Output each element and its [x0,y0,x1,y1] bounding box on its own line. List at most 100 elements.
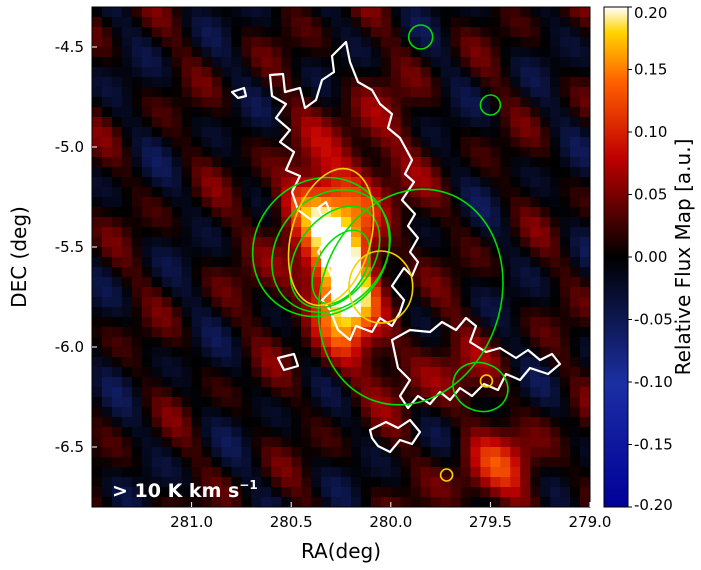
heatmap-cell [291,67,302,78]
heatmap-cell [510,107,521,118]
heatmap-cell [281,217,292,228]
heatmap-cell [550,197,561,208]
heatmap-cell [380,377,392,388]
heatmap-cell [470,7,482,18]
flux-heatmap [92,7,590,507]
heatmap-cell [360,407,372,418]
heatmap-cell [101,367,113,378]
heatmap-cell [151,37,163,48]
heatmap-cell [490,327,501,338]
heatmap-cell [211,467,223,478]
heatmap-cell [470,137,482,148]
heatmap-cell [450,57,462,68]
heatmap-cell [171,347,183,358]
heatmap-cell [540,467,551,478]
heatmap-cell [500,47,511,58]
heatmap-cell [580,167,590,178]
heatmap-cell [360,247,372,258]
heatmap-cell [121,247,133,258]
heatmap-cell [161,337,173,348]
heatmap-cell [390,37,402,48]
heatmap-cell [151,437,163,448]
heatmap-cell [101,17,113,28]
heatmap-cell [201,437,213,448]
heatmap-cell [560,457,571,468]
heatmap-cell [251,337,262,348]
heatmap-cell [291,367,302,378]
heatmap-cell [211,317,223,328]
heatmap-cell [241,87,252,98]
heatmap-cell [321,137,332,148]
heatmap-cell [510,367,521,378]
heatmap-cell [560,357,571,368]
heatmap-cell [550,437,561,448]
heatmap-cell [580,437,590,448]
heatmap-cell [131,477,143,488]
heatmap-cell [301,267,312,278]
heatmap-cell [530,187,541,198]
heatmap-cell [420,117,432,128]
heatmap-cell [231,337,242,348]
heatmap-cell [480,147,491,158]
heatmap-cell [390,67,402,78]
heatmap-cell [111,77,123,88]
heatmap-cell [111,417,123,428]
heatmap-cell [311,427,322,438]
heatmap-cell [540,397,551,408]
heatmap-cell [341,107,352,118]
heatmap-cell [410,247,422,258]
heatmap-cell [510,67,521,78]
heatmap-cell [480,257,491,268]
heatmap-cell [211,427,223,438]
heatmap-cell [111,457,123,468]
heatmap-cell [151,447,163,458]
heatmap-cell [141,117,153,128]
heatmap-cell [430,387,442,398]
heatmap-cell [181,347,193,358]
heatmap-cell [311,157,322,168]
heatmap-cell [540,297,551,308]
heatmap-cell [460,117,472,128]
heatmap-cell [580,497,590,507]
heatmap-cell [530,347,541,358]
heatmap-cell [520,477,531,488]
heatmap-cell [211,187,223,198]
heatmap-cell [311,227,322,238]
x-tick-label: 281.0 [170,513,213,531]
heatmap-cell [370,407,382,418]
heatmap-cell [510,267,521,278]
heatmap-cell [490,427,501,438]
heatmap-cell [380,197,392,208]
heatmap-cell [211,257,223,268]
heatmap-cell [540,57,551,68]
heatmap-cell [92,397,103,408]
heatmap-cell [370,487,382,498]
heatmap-cell [171,317,183,328]
heatmap-cell [261,187,272,198]
heatmap-cell [520,57,531,68]
heatmap-cell [311,447,322,458]
heatmap-cell [221,217,233,228]
heatmap-cell [271,287,282,298]
heatmap-cell [341,297,352,308]
heatmap-cell [191,307,203,318]
heatmap-cell [131,127,143,138]
heatmap-cell [291,77,302,88]
heatmap-cell [450,187,462,198]
heatmap-cell [231,347,242,358]
heatmap-cell [241,417,252,428]
heatmap-cell [171,437,183,448]
heatmap-cell [400,457,412,468]
heatmap-cell [271,247,282,258]
heatmap-cell [580,17,590,28]
heatmap-cell [420,377,432,388]
heatmap-cell [251,307,262,318]
heatmap-cell [181,487,193,498]
heatmap-cell [121,367,133,378]
heatmap-cell [350,17,362,28]
heatmap-cell [241,387,252,398]
heatmap-cell [341,57,352,68]
heatmap-cell [301,67,312,78]
heatmap-cell [430,377,442,388]
heatmap-cell [281,367,292,378]
